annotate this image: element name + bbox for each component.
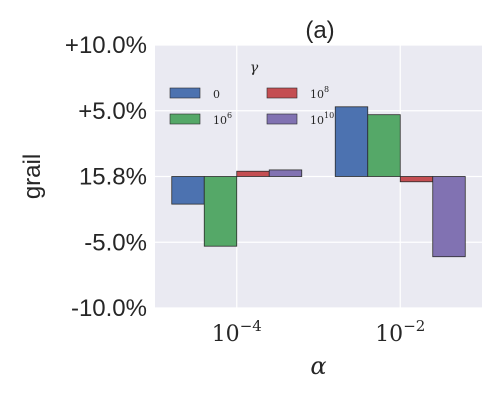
bar [367,114,401,177]
y-tick-label: 15.8% [79,164,147,191]
y-axis-label: grail [19,154,46,199]
chart-title: (a) [305,17,334,44]
bar [171,176,205,205]
legend-swatch [169,87,201,99]
bar [203,176,238,247]
bars [171,106,466,258]
bar [334,106,369,177]
x-axis-label: α [310,352,326,380]
bar [268,169,303,177]
y-tick-labels: +10.0% +5.0% 15.8% -5.0% -10.0% [65,32,147,322]
bar [236,170,270,177]
legend-swatch [266,87,298,99]
bar [399,176,434,183]
legend-label: 0 [213,88,220,101]
x-tick-labels: 10−4 10−2 [212,317,426,347]
y-tick-label: -10.0% [71,295,147,322]
x-tick-label: 10−4 [212,317,262,347]
legend-swatch [169,113,201,125]
x-tick-label: 10−2 [375,317,425,347]
bar [432,176,466,258]
legend-swatch [266,113,298,125]
y-tick-label: +10.0% [65,32,147,59]
y-tick-label: -5.0% [84,229,147,256]
legend-title: γ [250,60,259,76]
y-tick-label: +5.0% [78,98,147,125]
